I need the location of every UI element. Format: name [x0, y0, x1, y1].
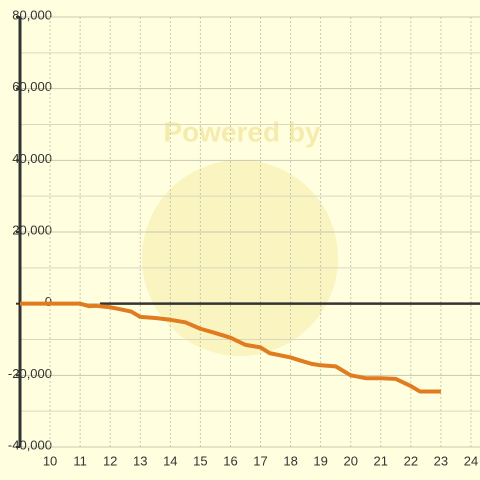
y-tick-label: 60,000 — [12, 79, 52, 94]
data-line — [20, 301, 441, 394]
x-tick-label: 10 — [43, 453, 57, 468]
y-tick-label: -40,000 — [8, 437, 52, 452]
x-tick-label: 14 — [163, 453, 177, 468]
x-tick-label: 20 — [343, 453, 357, 468]
x-tick-label: 23 — [434, 453, 448, 468]
x-tick-label: 22 — [404, 453, 418, 468]
y-tick-label: -20,000 — [8, 366, 52, 381]
watermark: Powered by — [163, 116, 321, 147]
x-tick-label: 16 — [223, 453, 237, 468]
watermark-logo — [142, 160, 338, 356]
x-tick-label: 17 — [253, 453, 267, 468]
x-tick-label: 11 — [73, 453, 87, 468]
y-tick-label: 20,000 — [12, 222, 52, 237]
x-tick-label: 15 — [193, 453, 207, 468]
x-tick-label: 12 — [103, 453, 117, 468]
y-tick-label: 0 — [45, 294, 52, 309]
y-tick-label: 80,000 — [12, 7, 52, 22]
x-tick-label: 13 — [133, 453, 147, 468]
x-tick-label: 24 — [464, 453, 478, 468]
y-tick-label: 40,000 — [12, 151, 52, 166]
x-tick-label: 19 — [313, 453, 327, 468]
x-tick-label: 18 — [283, 453, 297, 468]
x-tick-label: 21 — [374, 453, 388, 468]
